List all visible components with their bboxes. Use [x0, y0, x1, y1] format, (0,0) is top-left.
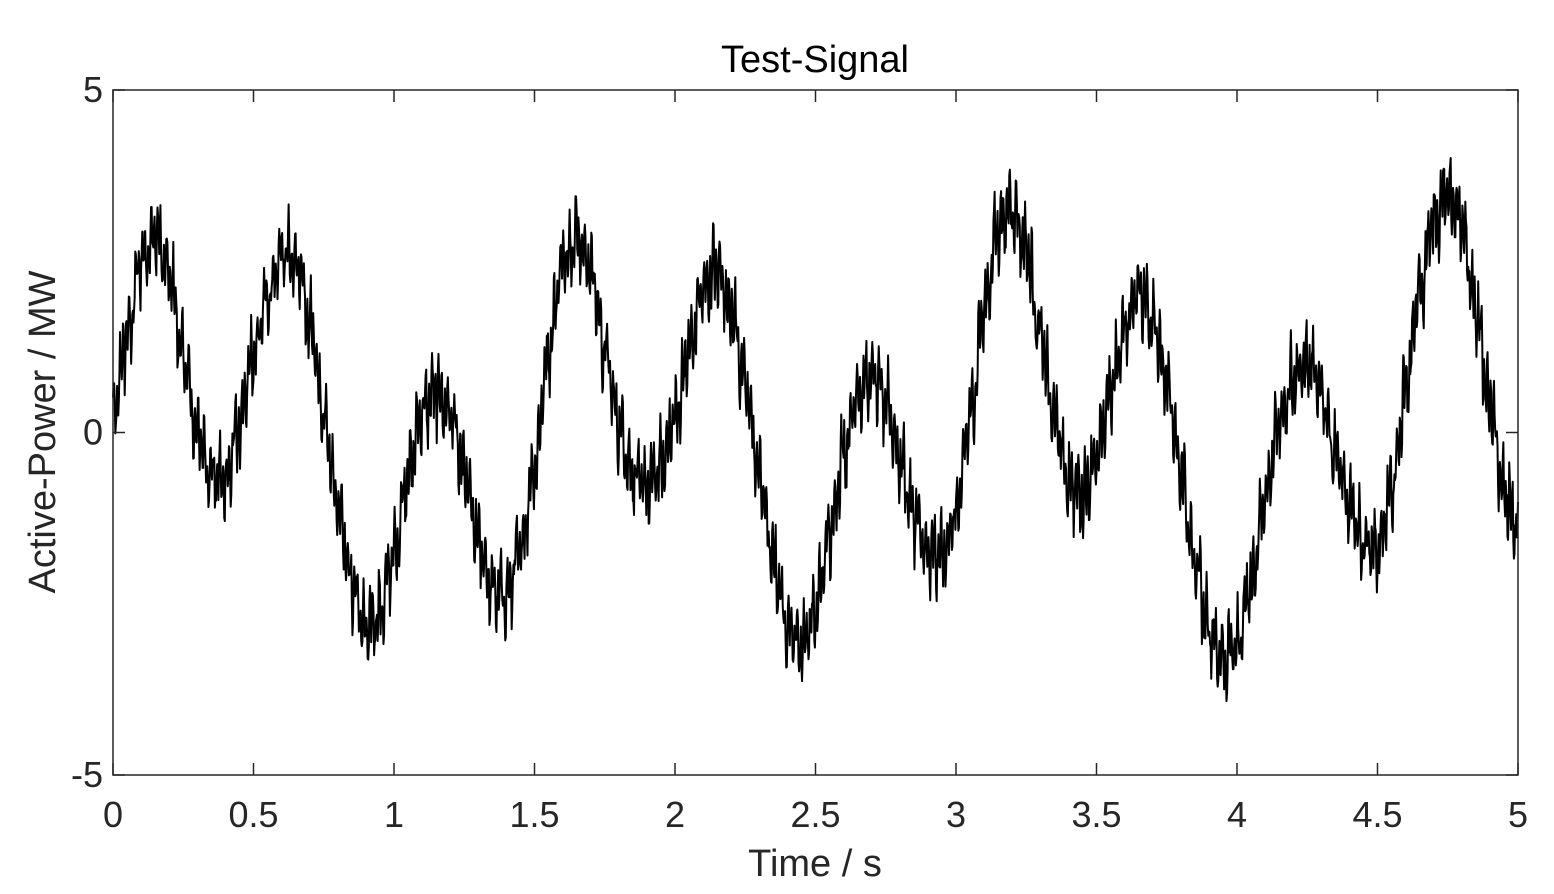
- series-line: [112, 157, 1519, 703]
- axes-box: [112, 89, 1519, 776]
- x-tick-label: 1.5: [509, 794, 559, 835]
- y-tick-label: -5: [71, 754, 103, 795]
- plot-area: [113, 90, 1518, 775]
- x-tick-label: 0: [103, 794, 123, 835]
- series-layer: [112, 157, 1519, 703]
- x-tick-label: 0.5: [228, 794, 278, 835]
- x-tick-label: 2: [665, 794, 685, 835]
- y-tick-label: 0: [83, 412, 103, 453]
- x-tick-label: 4.5: [1352, 794, 1402, 835]
- x-tick-label: 3.5: [1071, 794, 1121, 835]
- x-tick-label: 5: [1508, 794, 1528, 835]
- x-tick-label: 2.5: [790, 794, 840, 835]
- x-axis-label: Time / s: [748, 843, 882, 885]
- x-tick-label: 3: [946, 794, 966, 835]
- x-tick-label: 4: [1227, 794, 1247, 835]
- y-tick-label: 5: [83, 69, 103, 110]
- y-tick-labels: -5 0 5: [71, 69, 103, 795]
- chart-title: Test-Signal: [721, 39, 909, 81]
- y-axis-label: Active-Power / MW: [22, 270, 64, 593]
- x-tick-label: 1: [384, 794, 404, 835]
- x-tick-labels: 0 0.5 1 1.5 2 2.5 3 3.5 4 4.5 5: [103, 794, 1528, 835]
